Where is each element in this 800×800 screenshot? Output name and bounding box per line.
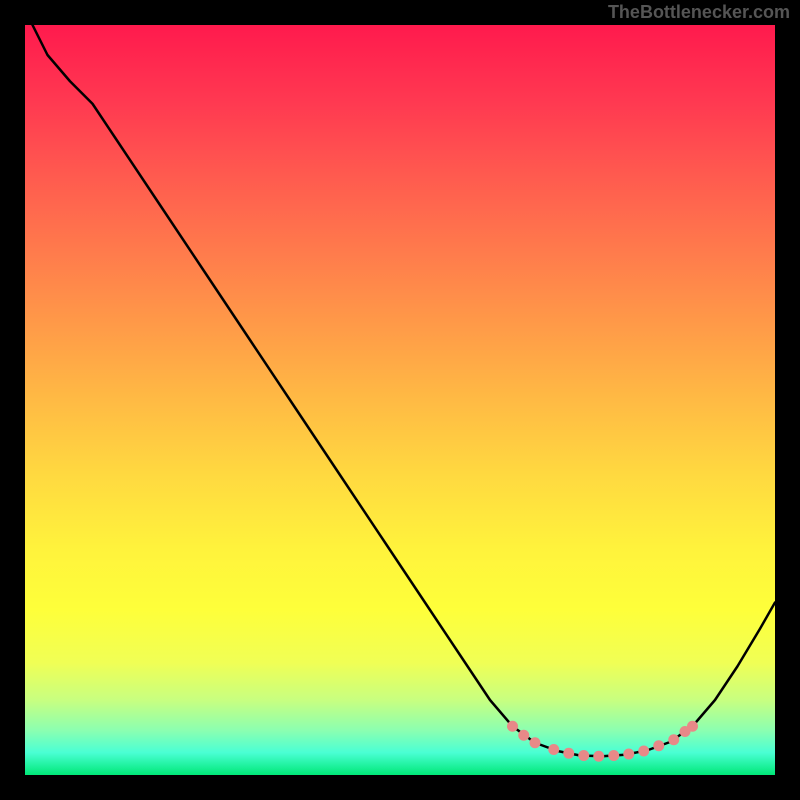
valley-markers bbox=[507, 721, 698, 762]
valley-marker bbox=[563, 748, 574, 759]
watermark-text: TheBottlenecker.com bbox=[608, 2, 790, 23]
valley-marker bbox=[507, 721, 518, 732]
valley-marker bbox=[530, 737, 541, 748]
valley-marker bbox=[608, 750, 619, 761]
curve-layer bbox=[25, 25, 775, 775]
valley-marker bbox=[668, 734, 679, 745]
valley-marker bbox=[518, 730, 529, 741]
valley-marker bbox=[653, 740, 664, 751]
valley-marker bbox=[623, 749, 634, 760]
valley-marker bbox=[578, 750, 589, 761]
valley-marker bbox=[638, 746, 649, 757]
valley-marker bbox=[593, 751, 604, 762]
valley-marker bbox=[687, 721, 698, 732]
valley-marker bbox=[548, 744, 559, 755]
chart-area bbox=[25, 25, 775, 775]
bottleneck-curve bbox=[33, 25, 776, 756]
